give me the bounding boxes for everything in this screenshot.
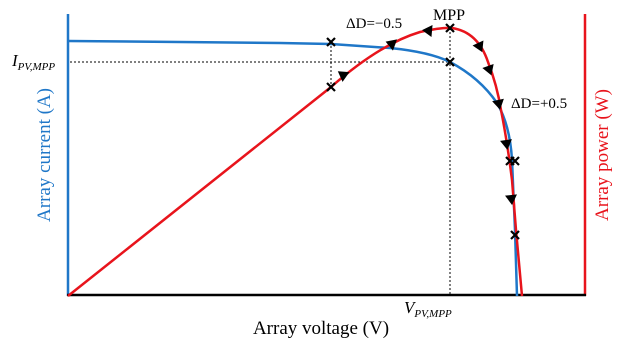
delta-pos-label: ΔD=+0.5 xyxy=(511,96,567,112)
x-axis-label: Array voltage (V) xyxy=(253,318,389,339)
operating-point-markers xyxy=(326,23,520,240)
arrow-marker xyxy=(472,40,484,53)
x-marker xyxy=(510,230,520,240)
power-voltage-curve xyxy=(67,26,524,297)
arrow-marker xyxy=(422,25,433,37)
vmpp-subscript: PV,MPP xyxy=(413,308,452,320)
x-marker xyxy=(326,82,336,92)
x-marker xyxy=(326,37,336,47)
x-marker xyxy=(510,156,520,166)
arrow-marker xyxy=(385,39,398,51)
direction-arrows xyxy=(337,25,517,205)
x-marker xyxy=(445,57,455,67)
impp-subscript: PV,MPP xyxy=(17,61,56,73)
current-voltage-curve xyxy=(67,39,519,297)
x-marker xyxy=(445,23,455,33)
arrow-marker xyxy=(337,71,350,82)
y-right-axis-label: Array power (W) xyxy=(592,89,613,221)
impp-main: I xyxy=(11,51,19,70)
arrow-marker xyxy=(482,63,494,76)
vmpp-label: VPV,MPP xyxy=(404,298,452,320)
mpp-label: MPP xyxy=(433,7,465,24)
y-left-axis-label: Array current (A) xyxy=(34,88,55,222)
vmpp-main: V xyxy=(404,298,417,317)
arrow-marker xyxy=(505,194,517,205)
impp-label: IPV,MPP xyxy=(11,51,55,73)
delta-neg-label: ΔD=−0.5 xyxy=(346,16,402,32)
arrow-marker xyxy=(492,98,504,110)
arrow-marker xyxy=(500,139,512,150)
